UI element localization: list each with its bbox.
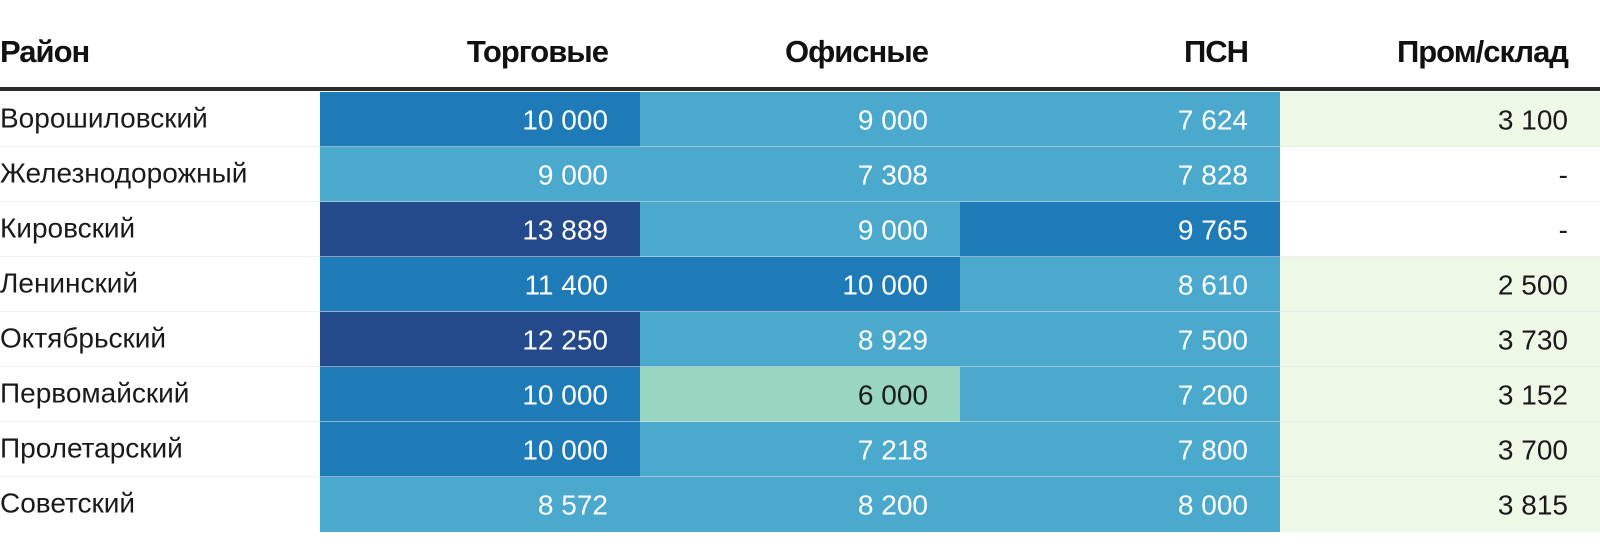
heat-cell	[1280, 147, 1600, 202]
cell-value: 10 000	[842, 270, 928, 301]
heat-cell	[640, 367, 960, 422]
cell-value: 3 152	[1498, 380, 1568, 411]
cell-value: 10 000	[522, 435, 608, 466]
cell-value: 8 929	[858, 325, 928, 356]
heat-cell	[640, 202, 960, 257]
cell-value: 3 730	[1498, 325, 1568, 356]
column-header: Офисные	[785, 34, 929, 69]
cell-value: 3 700	[1498, 435, 1568, 466]
heat-cell	[960, 257, 1280, 312]
heat-cell	[320, 147, 640, 202]
heat-cell	[1280, 477, 1600, 532]
heat-cell	[320, 92, 640, 147]
heat-cell	[640, 477, 960, 532]
heat-cell	[960, 202, 1280, 257]
heat-cell	[1280, 257, 1600, 312]
heat-cell	[320, 367, 640, 422]
cell-value: 13 889	[522, 215, 608, 246]
heat-cell	[640, 92, 960, 147]
cell-value: 7 624	[1178, 105, 1248, 136]
cell-value: 3 100	[1498, 105, 1568, 136]
heat-cell	[1280, 312, 1600, 367]
row-label: Октябрьский	[0, 323, 166, 354]
row-label: Ленинский	[0, 268, 138, 299]
cell-value: 9 765	[1178, 215, 1248, 246]
cell-value: 8 000	[1178, 490, 1248, 521]
heat-cell	[320, 312, 640, 367]
row-label: Кировский	[0, 213, 135, 244]
row-label: Советский	[0, 488, 135, 519]
cell-value: 7 800	[1178, 435, 1248, 466]
heat-cell	[1280, 422, 1600, 477]
heat-cell	[960, 92, 1280, 147]
column-header: ПСН	[1184, 34, 1248, 69]
row-label: Ворошиловский	[0, 103, 208, 134]
cell-value: 8 572	[538, 490, 608, 521]
column-header: Пром/склад	[1397, 34, 1569, 69]
cell-value: 9 000	[858, 105, 928, 136]
heat-cell	[1280, 92, 1600, 147]
heat-cell	[320, 202, 640, 257]
heat-cell	[320, 257, 640, 312]
cell-value: 6 000	[858, 380, 928, 411]
heat-cell	[320, 477, 640, 532]
cell-value: 12 250	[522, 325, 608, 356]
column-header: Район	[0, 34, 89, 69]
row-label: Железнодорожный	[0, 158, 247, 189]
cell-value: 2 500	[1498, 270, 1568, 301]
cell-value: 10 000	[522, 380, 608, 411]
cell-value: 7 218	[858, 435, 928, 466]
column-header: Торговые	[467, 34, 609, 69]
row-label: Пролетарский	[0, 433, 183, 464]
cell-value: 7 200	[1178, 380, 1248, 411]
heat-cell	[640, 312, 960, 367]
cell-value: 10 000	[522, 105, 608, 136]
heat-cell	[960, 312, 1280, 367]
header-rule	[0, 87, 1600, 91]
cell-value: 8 200	[858, 490, 928, 521]
cell-value: 7 500	[1178, 325, 1248, 356]
heat-cell	[640, 147, 960, 202]
cell-value: 7 828	[1178, 160, 1248, 191]
heat-cell	[640, 422, 960, 477]
cell-value: 8 610	[1178, 270, 1248, 301]
heat-cell	[960, 367, 1280, 422]
heat-cell	[1280, 367, 1600, 422]
heat-cell	[960, 477, 1280, 532]
row-label: Первомайский	[0, 378, 189, 409]
cell-value: -	[1559, 215, 1568, 246]
heat-cell	[640, 257, 960, 312]
cell-value: -	[1559, 160, 1568, 191]
cell-value: 9 000	[858, 215, 928, 246]
heat-cell	[960, 147, 1280, 202]
cell-value: 11 400	[524, 270, 608, 301]
heat-cell	[320, 422, 640, 477]
cell-value: 9 000	[538, 160, 608, 191]
cell-value: 3 815	[1498, 490, 1568, 521]
heat-cell	[1280, 202, 1600, 257]
heat-cell	[960, 422, 1280, 477]
cell-value: 7 308	[858, 160, 928, 191]
